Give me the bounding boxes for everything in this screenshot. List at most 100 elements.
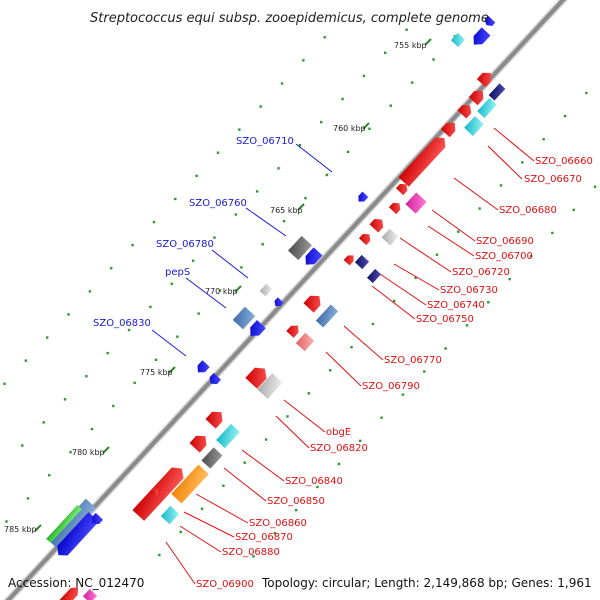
guide-dot — [152, 220, 156, 224]
gene-label[interactable]: obgE — [326, 427, 351, 438]
gene-forward — [250, 320, 266, 336]
guide-dot — [238, 128, 241, 131]
kbp-label: 760 kbp — [333, 124, 366, 133]
gene-label[interactable]: SZO_06710 — [236, 136, 294, 147]
guide-dot — [195, 174, 198, 178]
kbp-label: 770 kbp — [205, 287, 238, 296]
scale-tick — [297, 203, 305, 211]
gene-reverse — [205, 411, 223, 429]
scale-ticks — [34, 38, 432, 532]
guide-dot — [325, 173, 328, 177]
guide-dot — [593, 185, 597, 188]
gene-label[interactable]: SZO_06660 — [535, 156, 593, 167]
gene-reverse — [457, 105, 472, 119]
gene-label[interactable]: SZO_06830 — [93, 318, 151, 329]
guide-dot — [259, 105, 262, 108]
guide-dot — [273, 532, 277, 535]
guide-dot — [423, 370, 426, 373]
gene-reverse — [395, 183, 408, 196]
guide-dot — [435, 253, 439, 256]
kbp-label: 755 kbp — [394, 41, 427, 50]
gene-label[interactable]: SZO_06750 — [416, 314, 474, 325]
gene-label[interactable]: SZO_06840 — [285, 476, 343, 487]
gene-reverse — [245, 367, 267, 389]
gene-label[interactable]: SZO_06680 — [499, 205, 557, 216]
guide-dot — [414, 276, 417, 280]
guide-dot — [389, 104, 393, 107]
guide-dot — [307, 392, 311, 395]
gene-salmon — [295, 332, 315, 352]
label-connector — [151, 329, 187, 357]
map-title: Streptococcus equi subsp. zooepidemicus,… — [90, 11, 489, 26]
gene-label[interactable]: SZO_06740 — [427, 300, 485, 311]
gene-label[interactable]: SZO_06860 — [249, 518, 307, 529]
guide-dot — [478, 207, 481, 210]
kbp-label: 785 kbp — [4, 525, 37, 534]
gene-cyan — [464, 116, 484, 136]
guide-dot — [384, 51, 387, 54]
gene-pink — [82, 588, 98, 600]
gene-label[interactable]: SZO_06870 — [235, 532, 293, 543]
guide-dot — [432, 58, 435, 61]
gene-lightgray — [257, 373, 283, 399]
gene-reverse — [286, 325, 299, 338]
label-connector — [427, 225, 475, 257]
guide-dot — [264, 438, 268, 441]
label-connector — [275, 415, 310, 449]
gene-reverse — [388, 202, 401, 215]
gene-label[interactable]: SZO_06690 — [476, 236, 534, 247]
label-connector — [431, 209, 476, 242]
guide-dot — [362, 74, 366, 78]
guide-dot — [191, 259, 195, 262]
scale-tick — [168, 366, 176, 374]
guide-dot — [457, 230, 460, 233]
guide-dot — [63, 398, 67, 401]
gene-label[interactable]: SZO_06880 — [222, 547, 280, 558]
gene-features — [46, 15, 506, 600]
guide-dot — [26, 497, 30, 500]
kbp-label: 780 kbp — [72, 448, 105, 457]
label-connector — [379, 273, 427, 306]
guide-dot — [234, 213, 238, 216]
guide-dot — [45, 336, 49, 339]
guide-dot — [350, 345, 353, 349]
gene-label[interactable]: SZO_06720 — [452, 267, 510, 278]
gene-label[interactable]: SZO_06820 — [310, 443, 368, 454]
gene-gray — [288, 235, 312, 261]
gene-label[interactable]: SZO_06670 — [524, 174, 582, 185]
gene-label[interactable]: SZO_06850 — [267, 496, 325, 507]
gene-reverse — [440, 122, 456, 138]
right-gene-labels: SZO_06660 SZO_06670 SZO_06680 SZO_06690 … — [196, 156, 593, 590]
gene-label[interactable]: SZO_06790 — [362, 381, 420, 392]
gene-reverse — [343, 255, 354, 266]
kbp-label: 765 kbp — [270, 206, 303, 215]
gene-label[interactable]: SZO_06900 — [196, 579, 254, 590]
guide-dot — [393, 299, 396, 303]
guide-dot — [359, 439, 362, 443]
label-connector — [453, 177, 499, 211]
gene-label[interactable]: SZO_06780 — [156, 239, 214, 250]
label-connector — [343, 325, 384, 361]
gene-label[interactable]: SZO_06760 — [189, 198, 247, 209]
guide-dot — [69, 450, 72, 454]
gene-label[interactable]: SZO_06770 — [384, 355, 442, 366]
guide-dot — [149, 305, 152, 309]
scale-tick — [34, 524, 42, 532]
guide-dot — [174, 197, 177, 201]
gene-cyan — [450, 32, 466, 48]
gene-label[interactable]: pepS — [165, 267, 190, 278]
gene-label[interactable]: SZO_06700 — [475, 251, 533, 262]
guide-dot — [243, 461, 246, 464]
gene-navy — [366, 268, 382, 284]
label-connector — [283, 399, 326, 433]
guide-dot — [127, 328, 131, 332]
accession-text: Accession: NC_012470 — [8, 576, 144, 590]
guide-dot — [110, 267, 113, 270]
guide-dot — [277, 167, 280, 170]
label-connector — [245, 207, 287, 237]
gene-steel — [232, 306, 256, 330]
gene-forward — [305, 247, 323, 265]
gene-gray — [201, 447, 223, 469]
gene-label[interactable]: SZO_06730 — [440, 285, 498, 296]
